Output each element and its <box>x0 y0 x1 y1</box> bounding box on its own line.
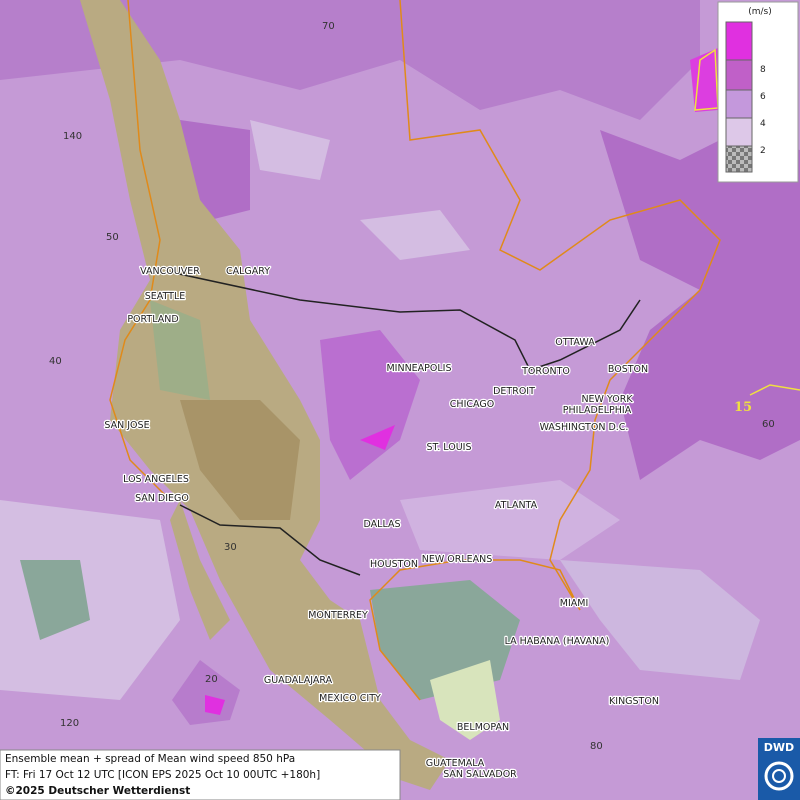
city-label: MEXICO CITY <box>319 693 381 704</box>
city-label: PHILADELPHIA <box>563 405 632 416</box>
footer: Ensemble mean + spread of Mean wind spee… <box>0 749 401 800</box>
grid-label: 30 <box>224 542 237 553</box>
logo: DWD <box>758 738 800 800</box>
city-label: GUATEMALA <box>426 758 485 769</box>
city-label: KINGSTON <box>609 696 659 707</box>
city-label: ATLANTA <box>495 500 538 511</box>
grid-label: 140 <box>63 131 82 142</box>
city-label: SEATTLE <box>145 291 186 302</box>
city-labels: VANCOUVER CALGARY SEATTLE PORTLAND MINNEAPOL… <box>103 265 660 782</box>
footer-line: Ensemble mean + spread of Mean wind spee… <box>5 753 295 765</box>
land <box>80 0 500 790</box>
city-label: CALGARY <box>226 266 270 277</box>
city-label: MONTERREY <box>308 610 368 621</box>
city-label: VANCOUVER <box>140 266 200 277</box>
footer-line: FT: Fri 17 Oct 12 UTC [ICON EPS 2025 Oct… <box>5 769 320 781</box>
legend: (m/s) 8 6 4 2 <box>717 1 799 183</box>
grid-label: 40 <box>49 356 62 367</box>
city-label: BOSTON <box>608 364 648 375</box>
grid-label: 120 <box>60 718 79 729</box>
city-label: CHICAGO <box>450 399 494 410</box>
city-label: MIAMI <box>560 598 589 609</box>
city-label: DALLAS <box>364 519 401 530</box>
city-label: OTTAWA <box>555 337 595 348</box>
city-label: ST. LOUIS <box>427 442 472 453</box>
city-label: PORTLAND <box>127 314 178 325</box>
logo-text: DWD <box>764 741 794 754</box>
contour-label: 15 <box>734 400 752 415</box>
city-label: SAN JOSE <box>104 420 149 431</box>
city-label: WASHINGTON D.C. <box>540 422 629 433</box>
city-label: LOS ANGELES <box>123 474 189 485</box>
legend-unit: (m/s) <box>748 7 772 17</box>
grid-label: 60 <box>762 419 775 430</box>
city-label: HOUSTON <box>370 559 418 570</box>
city-label: NEW ORLEANS <box>422 554 493 565</box>
city-label: SAN DIEGO <box>135 493 189 504</box>
city-label: GUADALAJARA <box>264 675 333 686</box>
city-label: TORONTO <box>521 366 570 377</box>
city-label: BELMOPAN <box>457 722 509 733</box>
graticule-labels: 70 140 50 40 60 30 20 120 80 15 <box>49 21 775 752</box>
legend-level: 6 <box>760 92 766 102</box>
legend-level: 8 <box>760 65 766 75</box>
grid-label: 50 <box>106 232 119 243</box>
legend-level: 4 <box>760 119 766 129</box>
city-label: SAN SALVADOR <box>443 769 517 780</box>
grid-label: 20 <box>205 674 218 685</box>
city-label: MINNEAPOLIS <box>386 363 451 374</box>
borders <box>109 0 800 701</box>
grid-label: 80 <box>590 741 603 752</box>
legend-level: 2 <box>760 146 766 156</box>
footer-line: ©2025 Deutscher Wetterdienst <box>5 785 190 797</box>
grid-label: 70 <box>322 21 335 32</box>
city-label: LA HABANA (HAVANA) <box>505 636 610 647</box>
city-label: NEW YORK <box>581 394 633 405</box>
city-label: DETROIT <box>493 386 535 397</box>
